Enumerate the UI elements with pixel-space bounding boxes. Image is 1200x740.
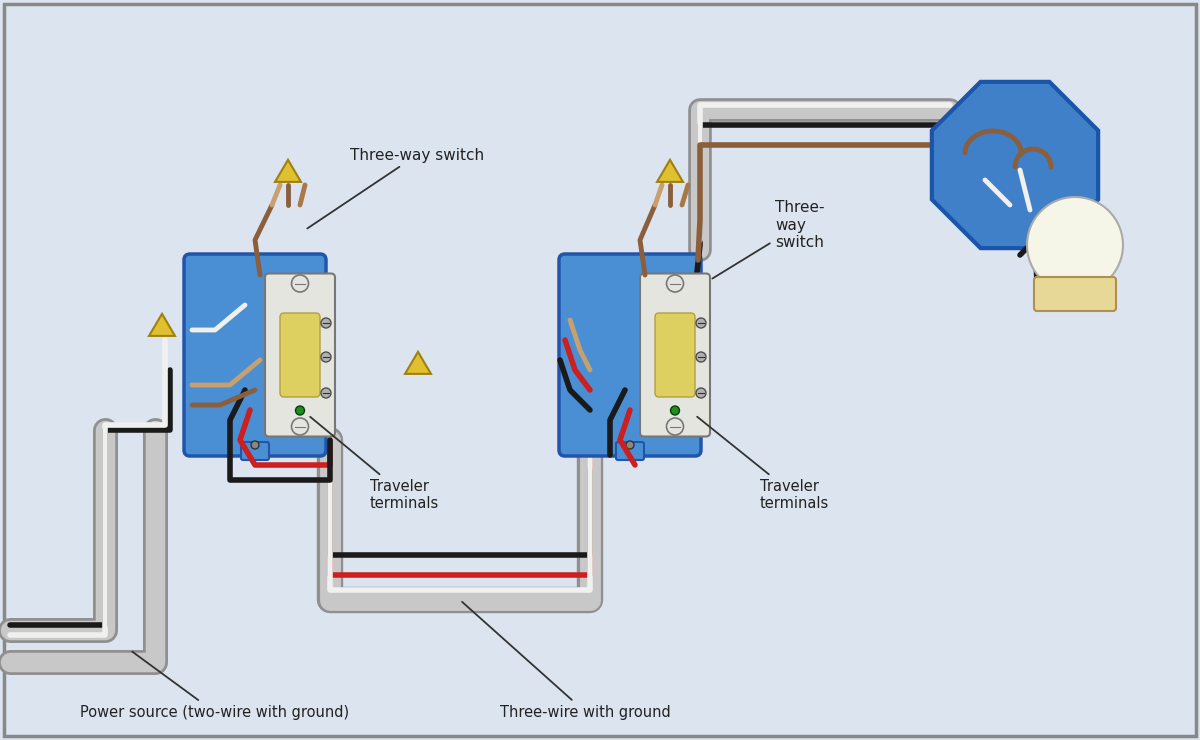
Circle shape: [295, 406, 305, 415]
Circle shape: [322, 318, 331, 328]
FancyBboxPatch shape: [655, 313, 695, 397]
Circle shape: [696, 318, 706, 328]
Circle shape: [292, 275, 308, 292]
Circle shape: [626, 441, 634, 449]
FancyBboxPatch shape: [559, 254, 701, 456]
Text: Three-way switch: Three-way switch: [307, 147, 484, 229]
FancyBboxPatch shape: [241, 442, 269, 460]
Polygon shape: [149, 314, 175, 336]
Circle shape: [322, 352, 331, 362]
FancyBboxPatch shape: [280, 313, 320, 397]
FancyBboxPatch shape: [265, 274, 335, 437]
FancyBboxPatch shape: [4, 4, 1196, 736]
Text: Traveler
terminals: Traveler terminals: [310, 417, 439, 511]
FancyBboxPatch shape: [184, 254, 326, 456]
FancyBboxPatch shape: [640, 274, 710, 437]
Polygon shape: [1037, 280, 1112, 288]
Text: Traveler
terminals: Traveler terminals: [697, 417, 829, 511]
Circle shape: [696, 388, 706, 398]
Text: Three-
way
switch: Three- way switch: [713, 200, 824, 278]
Circle shape: [666, 418, 684, 435]
Circle shape: [1027, 197, 1123, 293]
Polygon shape: [275, 160, 301, 182]
Text: Three-wire with ground: Three-wire with ground: [462, 602, 671, 719]
Polygon shape: [404, 352, 431, 374]
FancyBboxPatch shape: [1034, 277, 1116, 311]
Polygon shape: [658, 160, 683, 182]
Polygon shape: [932, 82, 1098, 248]
Circle shape: [666, 275, 684, 292]
Circle shape: [671, 406, 679, 415]
Circle shape: [322, 388, 331, 398]
Text: Power source (two-wire with ground): Power source (two-wire with ground): [80, 652, 349, 719]
Circle shape: [292, 418, 308, 435]
Circle shape: [251, 441, 259, 449]
FancyBboxPatch shape: [616, 442, 644, 460]
Circle shape: [696, 352, 706, 362]
